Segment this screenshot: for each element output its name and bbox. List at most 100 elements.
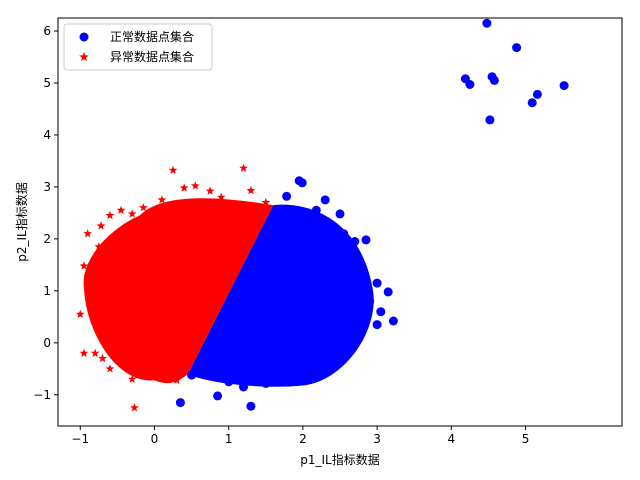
anomaly-data-point	[157, 195, 167, 204]
anomaly-data-point	[239, 163, 248, 172]
normal-data-point	[372, 320, 382, 330]
dense-regions	[83, 198, 374, 387]
normal-data-point	[313, 218, 323, 228]
anomaly-data-point	[130, 403, 139, 412]
normal-data-point	[532, 89, 542, 99]
normal-data-point	[489, 75, 499, 85]
anomaly-data-point	[90, 348, 100, 357]
anomaly-data-point	[164, 372, 174, 381]
normal-data-point	[346, 334, 356, 344]
normal-data-point	[361, 235, 371, 245]
y-axis: −1 0 1 2 3 4 5 6	[33, 24, 58, 402]
y-tick-label: 1	[43, 284, 51, 298]
legend-box	[63, 23, 213, 71]
y-tick-label: 0	[43, 336, 51, 350]
normal-data-point	[334, 340, 343, 350]
anomaly-data-point	[205, 186, 215, 195]
normal-data-point	[175, 398, 185, 408]
anomaly-data-point	[75, 309, 85, 318]
normal-data-point	[297, 178, 307, 188]
normal-data-point	[460, 74, 470, 84]
normal-data-point	[365, 296, 375, 306]
x-tick-label: −1	[71, 432, 89, 446]
anomaly-data-point	[261, 197, 271, 207]
anomaly-data-point	[105, 364, 115, 373]
y-tick-label: 6	[43, 24, 51, 38]
normal-data-point	[187, 370, 197, 380]
y-tick-label: 5	[43, 76, 51, 90]
normal-data-point	[359, 316, 369, 326]
anomaly-data-point	[83, 281, 93, 290]
normal-data-point	[559, 81, 569, 91]
x-tick-label: 0	[151, 432, 159, 446]
anomaly-data-point	[150, 369, 159, 378]
y-axis-label: p2_IL指标数据	[14, 182, 29, 261]
normal-data-point	[372, 278, 382, 288]
y-tick-label: −1	[33, 388, 51, 402]
anomaly-data-point	[127, 374, 137, 383]
normal-data-point	[328, 327, 338, 337]
legend-normal-marker	[79, 32, 89, 42]
normal-data-point	[239, 382, 248, 392]
normal-data-point	[485, 115, 495, 125]
normal-data-point	[342, 247, 352, 257]
legend-anomaly-marker	[79, 52, 89, 61]
normal-data-point	[339, 229, 349, 239]
normal-data-point	[354, 265, 364, 275]
y-tick-label: 4	[43, 128, 51, 142]
anomaly-data-point	[83, 229, 93, 238]
anomaly-data-point	[190, 181, 200, 190]
normal-data-point	[311, 205, 321, 215]
normal-data-point	[261, 378, 271, 388]
anomaly-data-point	[96, 221, 106, 230]
anomaly-data-point	[116, 205, 126, 214]
anomaly-data-point	[179, 183, 189, 192]
normal-data-point	[246, 401, 256, 411]
normal-data-point	[213, 391, 223, 401]
legend: 正常数据点集合 异常数据点集合	[63, 23, 213, 71]
normal-data-point	[335, 209, 345, 219]
scatter-points	[75, 18, 569, 412]
y-tick-label: 2	[43, 232, 51, 246]
normal-data-point	[482, 18, 492, 28]
normal-data-point	[324, 231, 334, 241]
x-tick-label: 4	[447, 432, 455, 446]
normal-data-point	[201, 359, 211, 369]
normal-data-point	[350, 237, 360, 246]
legend-normal-label: 正常数据点集合	[110, 29, 194, 44]
anomaly-data-point	[87, 304, 96, 313]
anomaly-data-point	[216, 192, 226, 201]
x-axis: −1 0 1 2 3 4 5	[71, 426, 529, 446]
normal-dense-cloud	[187, 204, 374, 387]
x-tick-label: 5	[522, 432, 530, 446]
anomaly-data-point	[168, 165, 178, 174]
normal-data-point	[383, 287, 393, 297]
legend-anomaly-label: 异常数据点集合	[110, 49, 194, 64]
anomaly-data-point	[172, 375, 182, 384]
normal-data-point	[527, 98, 537, 108]
anomaly-data-point	[127, 209, 137, 218]
anomaly-data-point	[246, 186, 256, 195]
anomaly-data-point	[101, 333, 111, 342]
x-tick-label: 3	[373, 432, 381, 446]
normal-data-point	[287, 374, 297, 384]
normal-data-point	[282, 191, 292, 201]
normal-data-point	[512, 43, 522, 53]
x-tick-label: 2	[299, 432, 307, 446]
anomaly-data-point	[94, 242, 104, 251]
x-tick-label: 1	[225, 432, 233, 446]
y-tick-label: 3	[43, 180, 51, 194]
anomaly-data-point	[139, 203, 148, 212]
normal-data-point	[318, 353, 328, 363]
anomaly-data-point	[79, 261, 89, 270]
plot-frame	[57, 17, 623, 427]
anomaly-data-point	[98, 353, 107, 363]
normal-data-point	[320, 195, 330, 205]
x-axis-label: p1_IL指标数据	[300, 452, 379, 467]
anomaly-data-point	[105, 210, 115, 220]
normal-data-point	[224, 377, 234, 387]
anomaly-data-point	[79, 348, 89, 357]
normal-data-point	[305, 346, 315, 356]
normal-data-point	[388, 316, 398, 326]
